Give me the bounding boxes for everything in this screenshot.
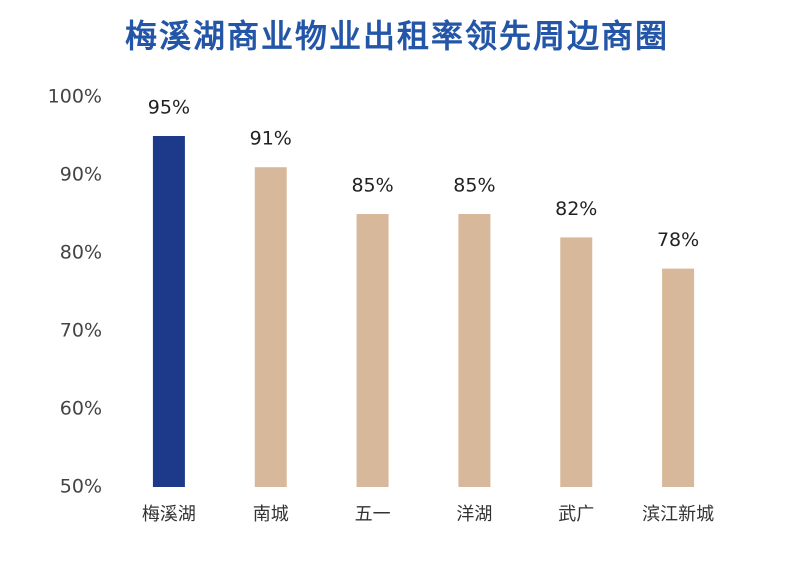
value-label: 78% xyxy=(657,229,699,251)
bar xyxy=(254,167,287,487)
value-label: 85% xyxy=(351,175,393,197)
value-label: 91% xyxy=(250,128,292,150)
value-label: 82% xyxy=(555,198,597,220)
x-tick-label: 武广 xyxy=(558,504,594,525)
bar xyxy=(560,237,593,487)
chart-title: 梅溪湖商业物业出租率领先周边商圈 xyxy=(125,17,669,55)
bar xyxy=(356,214,389,487)
x-tick-label: 滨江新城 xyxy=(642,504,714,525)
y-tick-label: 80% xyxy=(60,242,102,264)
value-label: 85% xyxy=(453,175,495,197)
x-tick-label: 梅溪湖 xyxy=(142,504,196,525)
y-tick-label: 70% xyxy=(60,320,102,342)
bar xyxy=(458,214,491,487)
bar xyxy=(152,136,185,487)
bar xyxy=(662,268,695,487)
y-tick-label: 60% xyxy=(60,398,102,420)
y-tick-label: 50% xyxy=(60,476,102,498)
x-tick-label: 洋湖 xyxy=(456,504,492,525)
x-tick-label: 南城 xyxy=(253,504,289,525)
y-tick-label: 90% xyxy=(60,164,102,186)
value-label: 95% xyxy=(148,97,190,119)
x-tick-label: 五一 xyxy=(355,504,391,525)
y-tick-label: 100% xyxy=(48,86,102,108)
